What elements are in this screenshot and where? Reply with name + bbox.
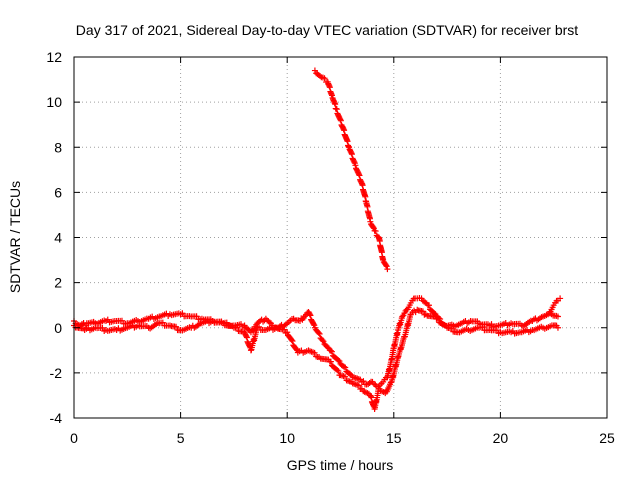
data-point [363,389,370,396]
data-point [310,321,317,328]
data-point [335,357,342,364]
data-point [327,358,334,365]
data-point [334,367,341,374]
data-point [293,346,300,353]
y-tick-label: 0 [54,320,62,336]
data-point [382,262,389,269]
data-point [557,295,564,302]
data-point [355,382,362,389]
data-point [193,313,200,320]
data-point [335,368,342,375]
data-point [360,378,367,385]
y-tick-label: -2 [50,365,63,381]
data-point [336,358,343,365]
data-point [327,347,334,354]
data-point [342,373,349,380]
data-point [425,302,432,309]
data-point [440,321,447,328]
data-point [441,322,448,329]
x-axis-label: GPS time / hours [287,457,394,473]
data-point [319,337,326,344]
y-tick-label: 6 [54,184,62,200]
series-4 [546,295,564,315]
data-point [173,323,180,330]
axis-ticks [73,56,608,419]
y-tick-label: 8 [54,139,62,155]
x-tick-label: 10 [279,430,295,446]
data-point [321,75,328,82]
data-points [71,67,564,412]
data-point [306,311,313,318]
data-point [328,348,335,355]
data-point [341,363,348,370]
y-axis-label: SDTVAR / TECUs [7,181,23,293]
series-2 [71,306,561,412]
data-point [370,224,377,231]
data-point [554,324,561,331]
data-point [554,313,561,320]
data-point [493,327,500,334]
data-point [281,326,288,333]
data-point [431,310,438,317]
data-point [99,324,106,331]
data-point [399,313,406,320]
data-point [419,308,426,315]
x-tick-label: 25 [599,430,615,446]
data-point [159,319,166,326]
data-point [346,370,353,377]
data-point [320,338,327,345]
data-point [289,338,296,345]
data-point [233,324,240,331]
data-point [479,324,486,331]
gridlines [74,57,607,418]
chart-title: Day 317 of 2021, Sidereal Day-to-day VTE… [76,22,578,38]
data-point [436,319,443,326]
data-point [315,329,322,336]
x-tick-label: 20 [493,430,509,446]
y-tick-label: 10 [46,94,62,110]
x-tick-labels: 0 5 10 15 20 25 [70,430,615,446]
data-point [316,330,323,337]
data-point [266,319,273,326]
data-point [324,344,331,351]
series-3 [311,67,391,273]
y-tick-labels: -4 -2 0 2 4 6 8 10 12 [46,49,62,426]
data-point [284,329,291,336]
x-tick-label: 5 [177,430,185,446]
y-tick-label: -4 [50,410,63,426]
x-tick-label: 0 [70,430,78,446]
data-point [118,317,125,324]
series-1 [71,294,561,390]
data-point [342,364,349,371]
data-point [383,263,390,270]
data-point [288,337,295,344]
y-tick-label: 12 [46,49,62,65]
data-point [437,320,444,327]
data-point [438,320,445,327]
x-tick-label: 15 [386,430,402,446]
data-point [311,67,318,74]
data-point [256,323,263,330]
y-tick-label: 4 [54,230,62,246]
data-point [311,349,318,356]
data-point [179,310,186,317]
data-point [372,228,379,235]
data-point [434,315,441,322]
data-point [448,325,455,332]
y-tick-label: 2 [54,275,62,291]
data-point [384,266,391,273]
data-point [307,312,314,319]
